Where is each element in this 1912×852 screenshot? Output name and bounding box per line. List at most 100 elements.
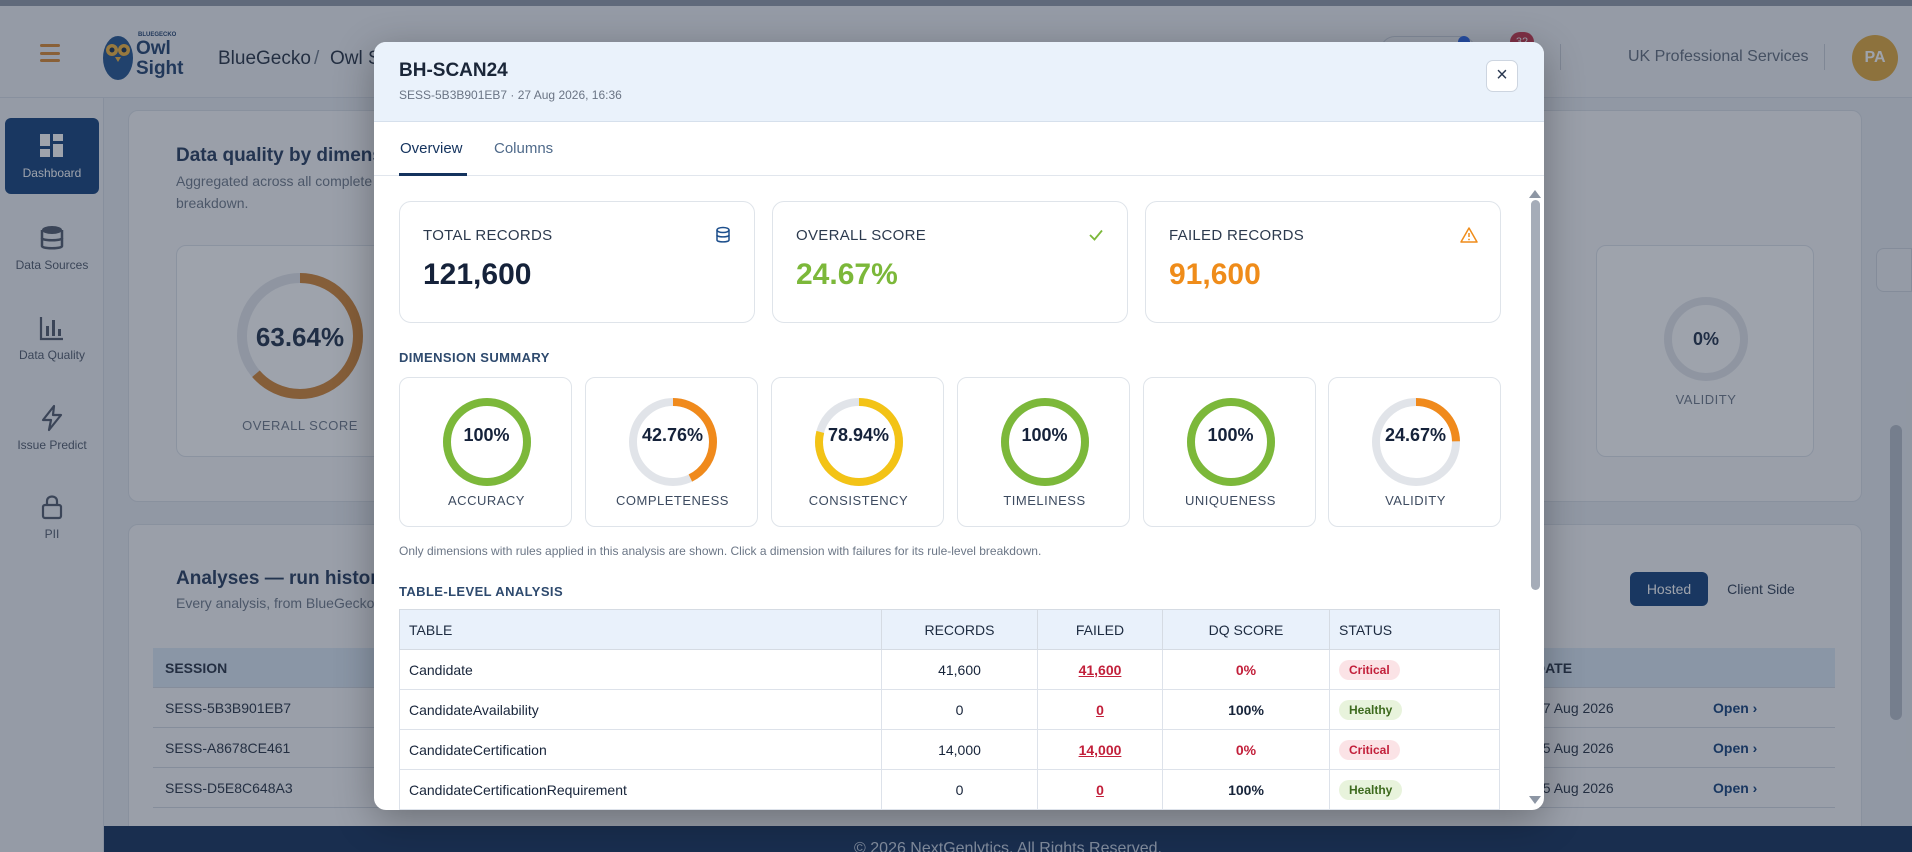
session-id: SESS-A8678CE461 [165, 740, 291, 756]
status-badge: Critical [1339, 739, 1400, 760]
database-icon [716, 226, 730, 243]
sidebar-item-dashboard[interactable]: Dashboard [5, 118, 99, 194]
dimension-label: COMPLETENESS [616, 493, 729, 508]
svg-text:Sight: Sight [136, 58, 184, 79]
run-history-subtitle: Every analysis, from BlueGecko H [176, 595, 389, 611]
failed-count-link[interactable]: 0 [1096, 781, 1104, 798]
organization-name[interactable]: UK Professional Services [1628, 48, 1809, 65]
open-link[interactable]: Open › [1713, 740, 1758, 756]
modal-scrollbar-thumb[interactable] [1531, 200, 1540, 590]
validity-ring [1664, 297, 1748, 381]
records-count: 41,600 [881, 649, 1038, 690]
dimension-arc [443, 398, 531, 486]
modal-scrollbar[interactable] [1528, 190, 1542, 806]
lock-icon [41, 495, 63, 520]
assistant-chip-icon[interactable] [1876, 248, 1912, 292]
scroll-up-icon[interactable] [1529, 190, 1541, 198]
kpi-label: OVERALL SCORE [796, 227, 927, 244]
dimension-ring [629, 398, 717, 486]
dq-score: 100% [1228, 701, 1264, 718]
modal-tabs: Overview Columns [374, 122, 1544, 176]
sidebar-item-label: Dashboard [22, 166, 82, 180]
dimension-arc [1372, 398, 1460, 486]
dimension-value: 100% [1207, 425, 1254, 445]
dimension-label: VALIDITY [1385, 493, 1446, 508]
dimension-ring [1001, 398, 1089, 486]
table-row[interactable]: Candidate 41,600 41,600 0% Critical [399, 649, 1500, 690]
table-row[interactable]: CandidateCertification 14,000 14,000 0% … [399, 729, 1500, 770]
col-dq-score[interactable]: DQ SCORE [1162, 609, 1330, 650]
kpi-failed-records: FAILED RECORDS 91,600 [1145, 201, 1501, 323]
dimension-timeliness[interactable]: 100% TIMELINESS [957, 377, 1130, 527]
dimension-ring [815, 398, 903, 486]
lightning-icon [41, 404, 63, 432]
col-records[interactable]: RECORDS [881, 609, 1038, 650]
col-status[interactable]: STATUS [1329, 609, 1500, 650]
database-icon [40, 226, 64, 250]
dimension-arc [1001, 398, 1089, 486]
failed-count-link[interactable]: 14,000 [1078, 741, 1122, 758]
dimension-value: 100% [1021, 425, 1068, 445]
dq-card-title: Data quality by dimensi [176, 145, 389, 166]
validity-tile[interactable]: 0% VALIDITY [1596, 245, 1814, 457]
dq-score: 0% [1235, 661, 1257, 678]
table-row[interactable]: CandidateCertificationRequirement 0 0 10… [399, 769, 1500, 810]
owl-sight-logo[interactable]: BLUEGECKO Owl Sight [100, 26, 192, 84]
dimension-arc [629, 398, 717, 486]
page-scrollbar-thumb[interactable] [1890, 425, 1902, 720]
status-badge: Critical [1339, 659, 1400, 680]
kpi-label: TOTAL RECORDS [423, 227, 553, 244]
dimension-label: CONSISTENCY [808, 493, 909, 508]
dimension-accuracy[interactable]: 100% ACCURACY [399, 377, 572, 527]
dimension-label: ACCURACY [448, 493, 525, 508]
table-row[interactable]: CandidateAvailability 0 0 100% Healthy [399, 689, 1500, 730]
menu-icon[interactable] [40, 44, 60, 62]
run-date: 27 Aug 2026 [1535, 700, 1614, 716]
dimension-ring [443, 398, 531, 486]
sidebar-item-issue-predict[interactable]: Issue Predict [5, 390, 99, 466]
table-name: CandidateAvailability [399, 689, 882, 730]
check-icon [1089, 229, 1103, 241]
dimension-consistency[interactable]: 78.94% CONSISTENCY [771, 377, 944, 527]
dimension-completeness[interactable]: 42.76% COMPLETENESS [585, 377, 758, 527]
breadcrumb-separator: / [314, 48, 320, 69]
col-table[interactable]: TABLE [399, 609, 882, 650]
records-count: 14,000 [881, 729, 1038, 770]
dimension-arc [1187, 398, 1275, 486]
dimension-arc [815, 398, 903, 486]
dimension-validity[interactable]: 24.67% VALIDITY [1328, 377, 1501, 527]
sidebar-item-data-sources[interactable]: Data Sources [5, 210, 99, 286]
analysis-modal: BH-SCAN24 SESS-5B3B901EB7 · 27 Aug 2026,… [374, 42, 1544, 810]
overall-score-label: OVERALL SCORE [242, 418, 358, 433]
validity-value: 0% [1692, 329, 1719, 349]
modal-header: BH-SCAN24 SESS-5B3B901EB7 · 27 Aug 2026,… [374, 42, 1544, 122]
dimension-value: 42.76% [641, 425, 704, 445]
tab-overview[interactable]: Overview [400, 140, 463, 157]
run-date: 25 Aug 2026 [1535, 780, 1614, 796]
close-button[interactable]: × [1486, 60, 1518, 92]
user-avatar[interactable]: PA [1852, 35, 1898, 81]
col-failed[interactable]: FAILED [1037, 609, 1163, 650]
scroll-down-icon[interactable] [1529, 796, 1541, 804]
kpi-total-records: TOTAL RECORDS 121,600 [399, 201, 755, 323]
client-side-button[interactable]: Client Side [1727, 581, 1795, 597]
dimension-ring [1372, 398, 1460, 486]
kpi-value: 121,600 [423, 258, 532, 291]
dq-score: 100% [1228, 781, 1264, 798]
dimension-label: UNIQUENESS [1185, 493, 1276, 508]
failed-count-link[interactable]: 0 [1096, 701, 1104, 718]
open-link[interactable]: Open › [1713, 700, 1758, 716]
sidebar-item-data-quality[interactable]: Data Quality [5, 300, 99, 376]
brand-name[interactable]: BlueGecko [218, 48, 311, 69]
dimension-uniqueness[interactable]: 100% UNIQUENESS [1143, 377, 1316, 527]
records-count: 0 [881, 689, 1038, 730]
status-badge: Healthy [1339, 699, 1403, 720]
sidebar-item-pii[interactable]: PII [5, 479, 99, 555]
tab-columns[interactable]: Columns [494, 140, 554, 157]
failed-count-link[interactable]: 41,600 [1078, 661, 1122, 678]
open-link[interactable]: Open › [1713, 780, 1758, 796]
status-badge: Healthy [1339, 779, 1403, 800]
dimension-label: TIMELINESS [1003, 493, 1086, 508]
hosted-button[interactable]: Hosted [1630, 572, 1708, 606]
